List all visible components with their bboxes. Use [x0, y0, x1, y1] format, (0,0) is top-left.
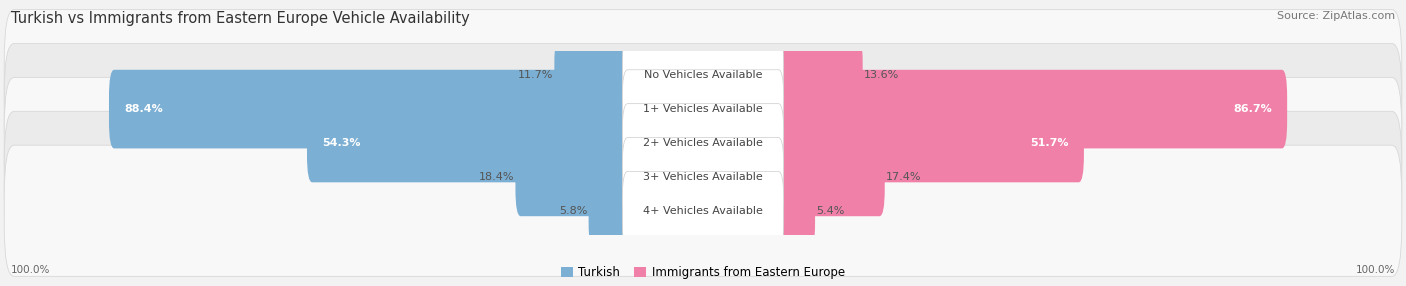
Text: 13.6%: 13.6%	[865, 70, 900, 80]
FancyBboxPatch shape	[623, 70, 783, 148]
FancyBboxPatch shape	[773, 70, 1286, 148]
Text: 88.4%: 88.4%	[124, 104, 163, 114]
Text: 86.7%: 86.7%	[1233, 104, 1272, 114]
Text: 17.4%: 17.4%	[886, 172, 921, 182]
FancyBboxPatch shape	[4, 78, 1402, 208]
FancyBboxPatch shape	[4, 43, 1402, 175]
FancyBboxPatch shape	[4, 145, 1402, 276]
FancyBboxPatch shape	[307, 104, 633, 182]
FancyBboxPatch shape	[623, 172, 783, 250]
Text: No Vehicles Available: No Vehicles Available	[644, 70, 762, 80]
Text: 54.3%: 54.3%	[322, 138, 360, 148]
Text: 11.7%: 11.7%	[517, 70, 553, 80]
Legend: Turkish, Immigrants from Eastern Europe: Turkish, Immigrants from Eastern Europe	[555, 261, 851, 283]
Text: 2+ Vehicles Available: 2+ Vehicles Available	[643, 138, 763, 148]
Text: 4+ Vehicles Available: 4+ Vehicles Available	[643, 206, 763, 216]
Text: 5.8%: 5.8%	[560, 206, 588, 216]
FancyBboxPatch shape	[773, 172, 815, 250]
FancyBboxPatch shape	[110, 70, 633, 148]
Text: 18.4%: 18.4%	[478, 172, 515, 182]
Text: 1+ Vehicles Available: 1+ Vehicles Available	[643, 104, 763, 114]
FancyBboxPatch shape	[623, 36, 783, 114]
Text: Turkish vs Immigrants from Eastern Europe Vehicle Availability: Turkish vs Immigrants from Eastern Europ…	[11, 11, 470, 26]
Text: 3+ Vehicles Available: 3+ Vehicles Available	[643, 172, 763, 182]
FancyBboxPatch shape	[554, 36, 633, 114]
FancyBboxPatch shape	[623, 138, 783, 216]
Text: 5.4%: 5.4%	[817, 206, 845, 216]
FancyBboxPatch shape	[589, 172, 633, 250]
Text: 51.7%: 51.7%	[1031, 138, 1069, 148]
Text: Source: ZipAtlas.com: Source: ZipAtlas.com	[1277, 11, 1395, 21]
Text: 100.0%: 100.0%	[11, 265, 51, 275]
Text: 100.0%: 100.0%	[1355, 265, 1395, 275]
FancyBboxPatch shape	[4, 10, 1402, 141]
FancyBboxPatch shape	[773, 138, 884, 216]
FancyBboxPatch shape	[773, 36, 863, 114]
FancyBboxPatch shape	[516, 138, 633, 216]
FancyBboxPatch shape	[623, 104, 783, 182]
FancyBboxPatch shape	[4, 111, 1402, 243]
FancyBboxPatch shape	[773, 104, 1084, 182]
